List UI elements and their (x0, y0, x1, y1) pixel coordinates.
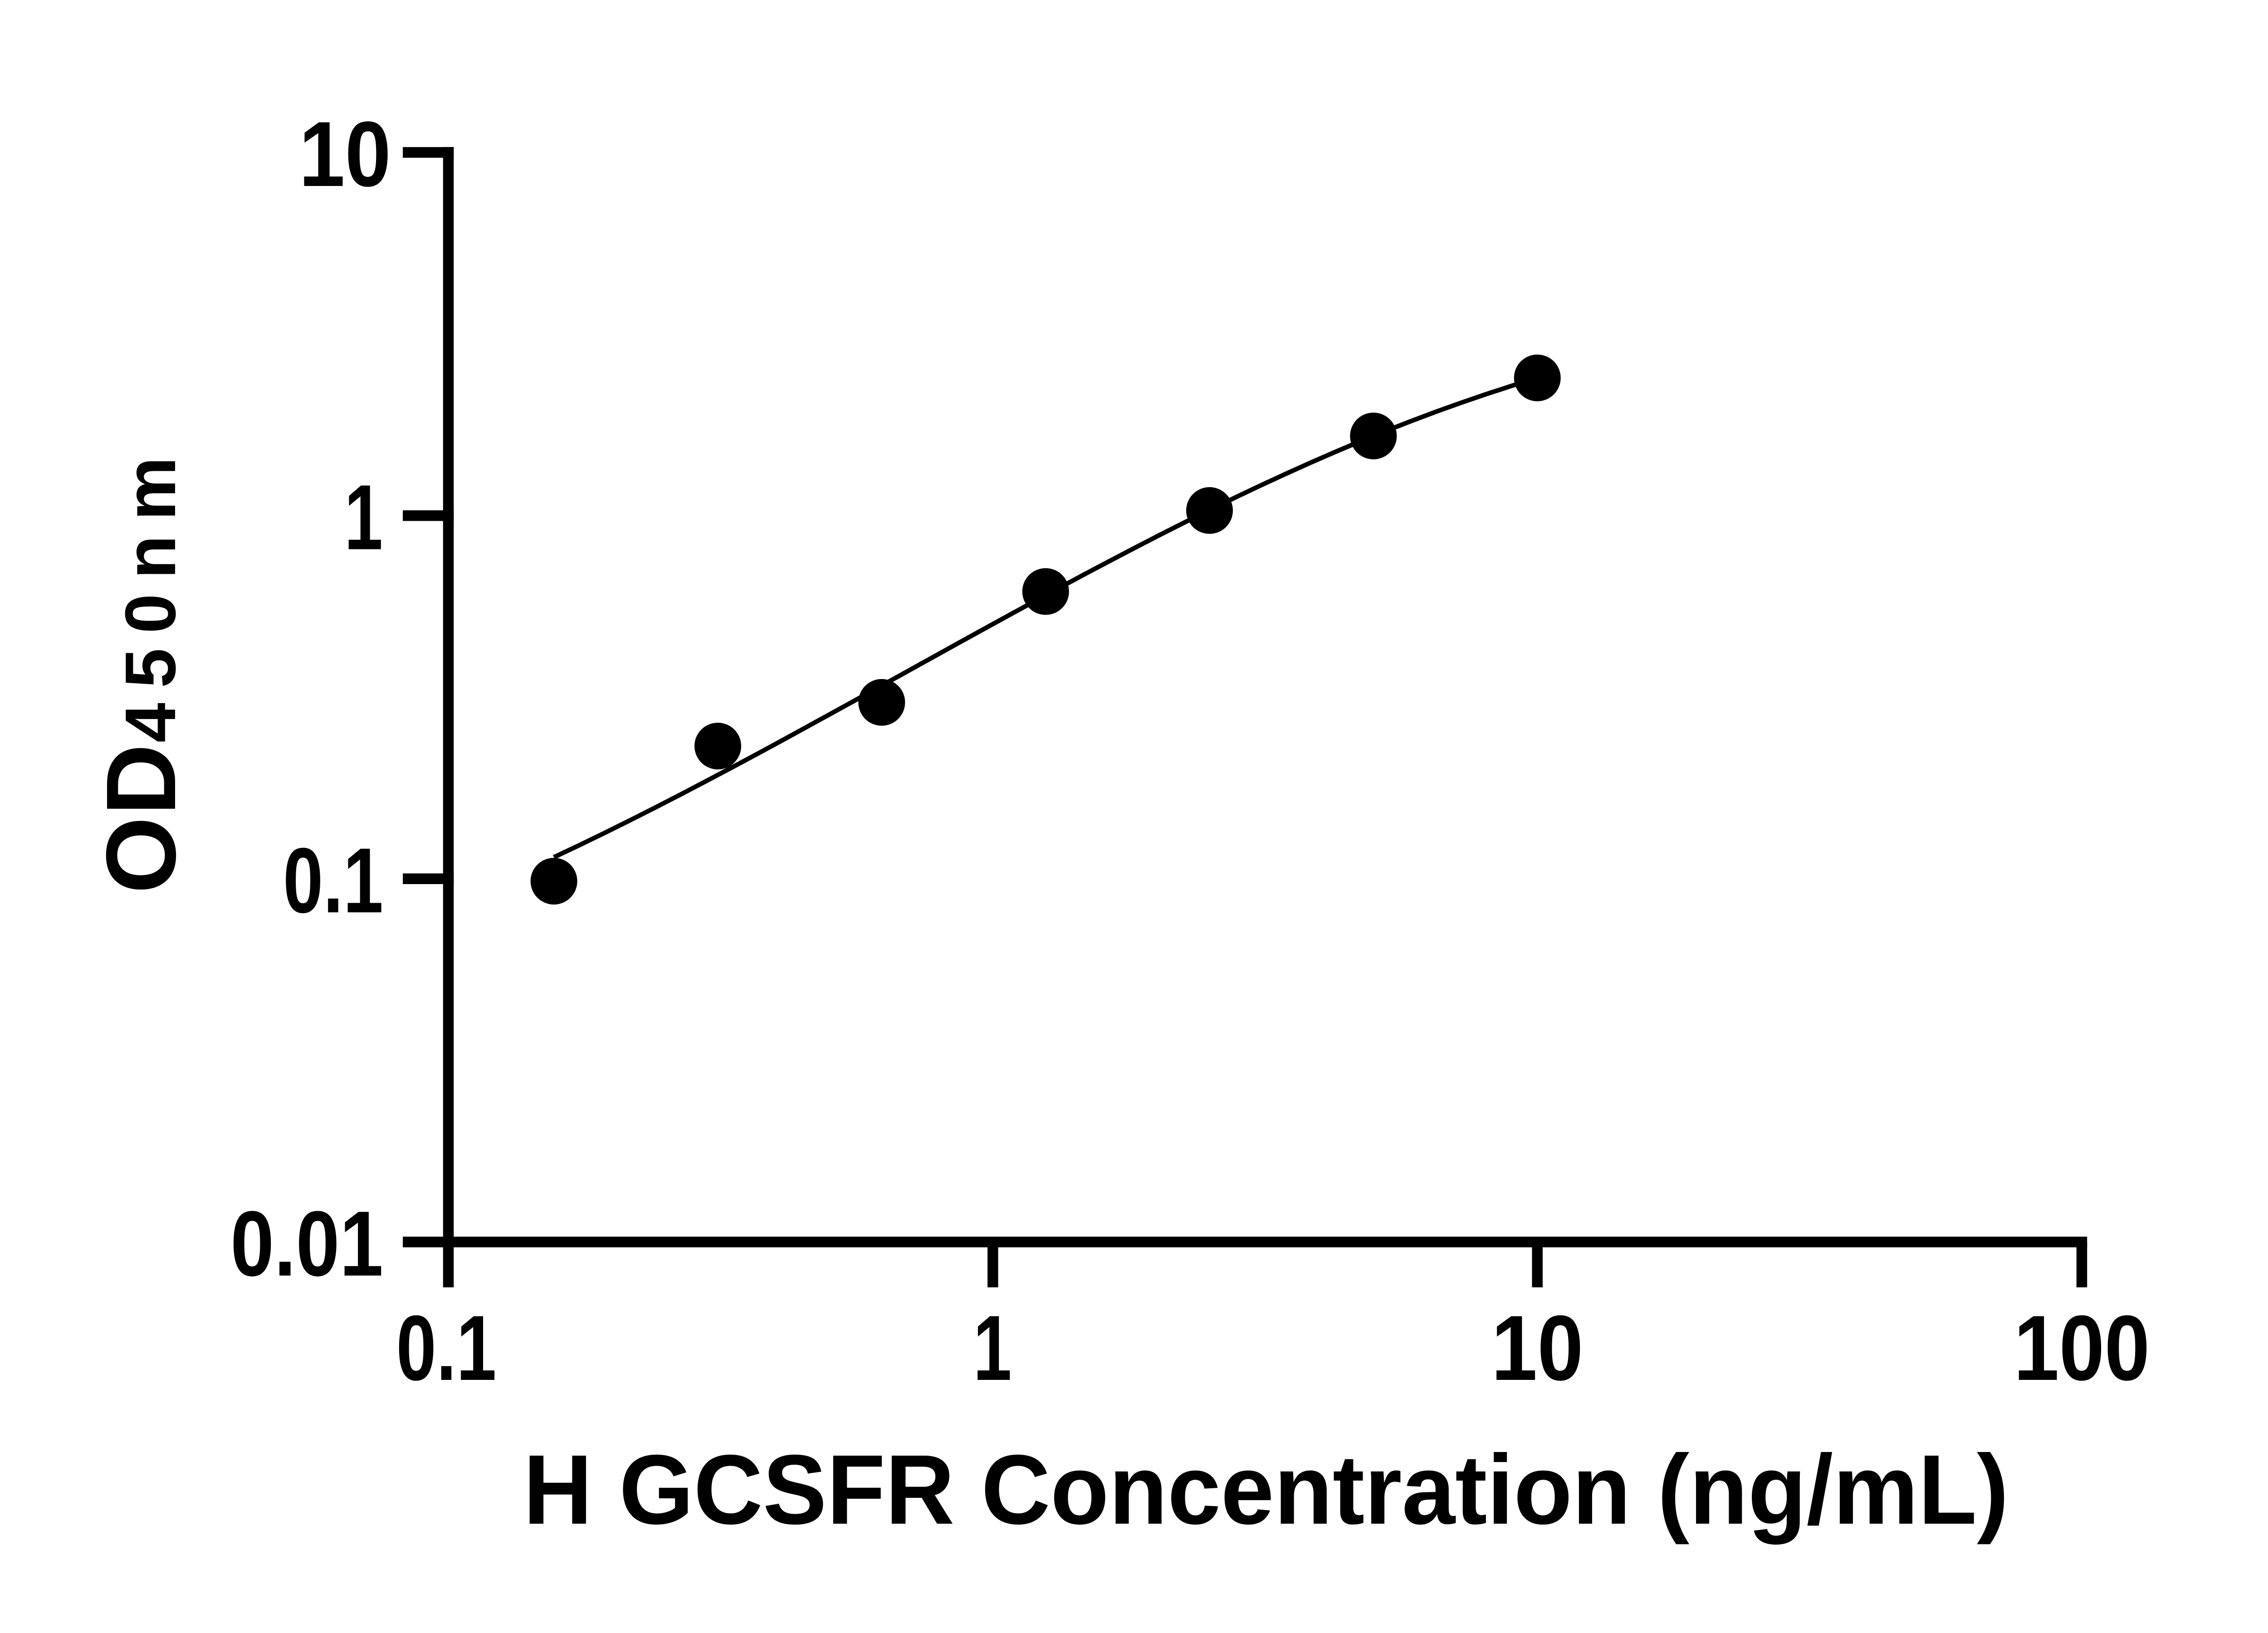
svg-text:1: 1 (344, 466, 383, 569)
svg-text:0.1: 0.1 (283, 829, 383, 932)
svg-text:10: 10 (1491, 1296, 1584, 1400)
svg-text:10: 10 (299, 103, 391, 206)
svg-text:100: 100 (2014, 1296, 2150, 1400)
svg-text:0.1: 0.1 (396, 1296, 497, 1400)
svg-text:0.01: 0.01 (230, 1192, 383, 1296)
svg-text:H GCSFR Concentration (ng/mL): H GCSFR Concentration (ng/mL) (523, 1435, 2009, 1545)
svg-text:1: 1 (973, 1296, 1012, 1400)
